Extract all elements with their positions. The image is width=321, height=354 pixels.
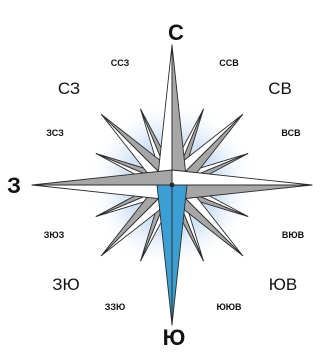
label-west-south-west: ЗЮЗ [44,230,65,240]
label-north-west: СЗ [58,79,80,98]
label-west-north-west: ЗСЗ [46,128,64,138]
label-west: З [7,173,21,198]
label-north-north-west: ССЗ [111,58,130,68]
label-east-north-east: ВСВ [281,128,301,138]
label-north-east: СВ [268,79,292,98]
label-east-south-east: ВЮВ [282,230,305,240]
compass-needles [31,44,313,326]
needle-south-right-half [156,184,173,326]
label-north-north-east: ССВ [219,58,239,68]
label-south: Ю [163,325,186,350]
compass-center-dot [169,182,175,188]
label-south-south-east: ЮЮВ [216,302,242,312]
label-south-east: ЮВ [269,275,298,294]
needle-west-right-half [31,169,173,186]
label-south-west: ЗЮ [52,275,79,294]
label-north: С [168,20,184,45]
label-south-south-west: ЗЗЮ [105,302,126,312]
